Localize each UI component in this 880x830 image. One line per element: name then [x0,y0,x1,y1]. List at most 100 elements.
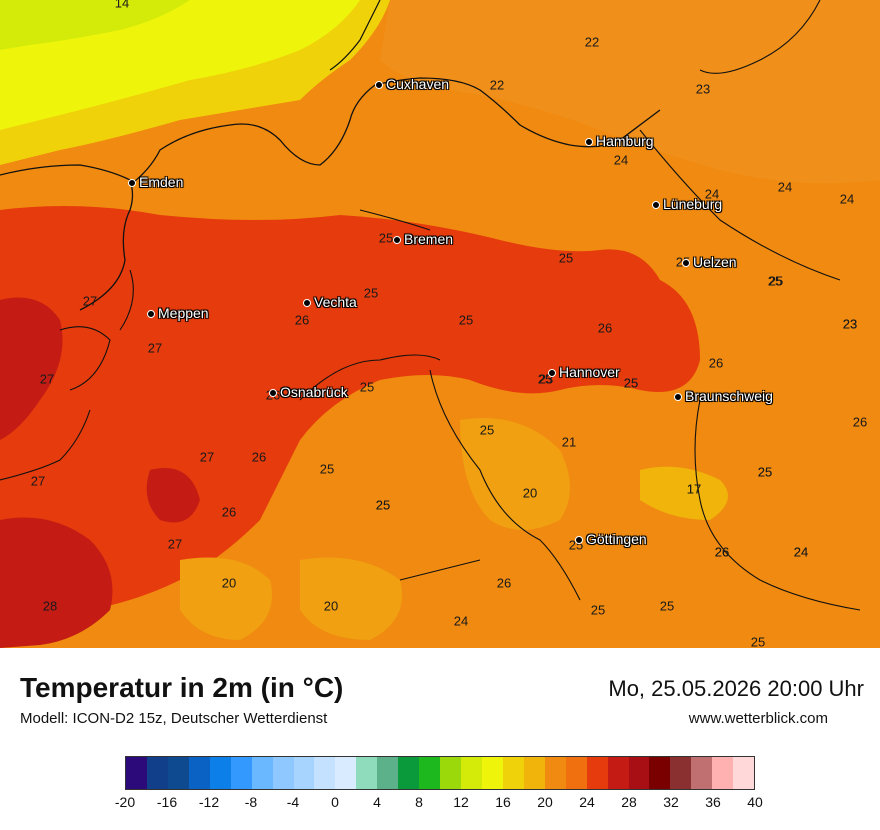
color-scale-tick-label: -16 [156,794,178,810]
color-scale-tick-label: -8 [244,794,258,810]
color-scale-tick-label: 12 [453,794,469,810]
temperature-value: 25 [558,250,574,266]
color-scale-segment [440,757,461,789]
city-dot [575,536,583,544]
color-scale-segment [126,757,147,789]
color-scale-tick-label: 40 [747,794,763,810]
city-label: Braunschweig [685,388,773,404]
color-scale-tick-label: 36 [705,794,721,810]
temperature-value: 27 [167,536,183,552]
temperature-value: 24 [793,544,809,560]
temperature-value: 26 [294,312,310,328]
temperature-value: 26 [708,355,724,371]
city-dot [682,259,690,267]
temperature-value: 17 [686,481,702,497]
temperature-value: 24 [793,544,809,560]
coastline-north [329,0,381,71]
temperature-value: 20 [323,598,339,614]
temperature-value: 24 [777,179,793,195]
field-dark-patch-3 [146,468,200,523]
color-scale-segment [377,757,399,789]
temperature-map: 14 17 22 22 23 24 24 24 24 27 27 25 25 26 25 25 26 23 26 27… [0,0,880,648]
color-scale-segment [712,757,734,789]
temperature-value: 26 [597,320,613,336]
color-scale-segment [607,757,629,789]
temperature-value: 26 [714,544,730,560]
field-dark-patch-1 [0,297,63,440]
temperature-value: 25 [590,602,606,618]
color-scale-segment [523,757,545,789]
temperature-value: 25 [319,461,335,477]
field-cool-south-2 [640,466,728,520]
color-scale-segment [502,757,524,789]
city-label: Bremen [404,231,454,247]
city-label: Hannover [559,364,620,380]
color-scale-tick-label: -12 [198,794,220,810]
color-scale-segment [649,757,671,789]
color-scale-segment [481,757,503,789]
temperature-value: 26 [852,414,868,430]
temperature-value: 25 [458,312,474,328]
color-scale-tick-label: -4 [286,794,300,810]
city-label: Meppen [158,305,209,321]
field-sea-lime [0,0,190,50]
temperature-value: 25 [359,379,375,395]
temperature-value: 25 [623,375,639,391]
color-scale-segment [398,757,420,789]
color-scale-segment [146,757,168,789]
temperature-value: 22 [489,77,505,93]
temperature-value: 26 [221,504,237,520]
color-scale-segment [314,757,336,789]
city-dot [585,138,593,146]
color-scale-segment [565,757,587,789]
color-scale-segment [544,757,566,789]
temperature-value: 26 [496,575,512,591]
temperature-value: 24 [453,613,469,629]
temperature-value: 20 [522,485,538,501]
field-cool-south-4 [180,557,272,640]
city-label: Osnabrück [280,384,348,400]
color-scale-tick-label: 16 [495,794,511,810]
city-dot [128,179,136,187]
temperature-value: 20 [221,575,237,591]
temperature-value: 25 [757,464,773,480]
color-scale-ticks: -20 -16 -12 -8 -4 0 4 8 12 16 20 24 28 32 36 40 [115,794,763,814]
field-ne-orange [380,0,880,184]
color-scale-tick-label: 24 [579,794,595,810]
color-scale-segment [356,757,378,789]
color-scale-segment [209,757,231,789]
city-dot [548,369,556,377]
color-scale-segment [188,757,210,789]
city-label: Vechta [314,294,357,310]
color-scale-tick-label: 0 [331,794,339,810]
temperature-value: 17 [686,481,702,497]
color-scale-segment [691,757,713,789]
temperature-value: 25 [767,273,783,289]
model-subtitle: Modell: ICON-D2 15z, Deutscher Wetterdie… [20,710,328,727]
temperature-value: 25 [768,273,784,289]
temperature-value: 14 [114,0,130,11]
field-hot-east [540,290,668,364]
city-label: Lüneburg [663,196,723,212]
city-dot [674,393,682,401]
field-cool-south-1 [460,418,570,530]
forecast-datetime: Mo, 25.05.2026 20:00 Uhr [608,676,864,701]
temperature-value: 25 [378,230,394,246]
temperature-value: 24 [839,191,855,207]
city-dot [393,236,401,244]
temperature-value: 27 [199,449,215,465]
color-scale-segment [628,757,650,789]
temperature-value: 24 [704,186,720,202]
temperature-value: 27 [147,340,163,356]
temperature-value: 25 [375,497,391,513]
color-scale-tick-label: 20 [537,794,553,810]
map-title: Temperatur in 2m (in °C) [20,672,344,703]
color-scale-segment [230,757,252,789]
city-label: Uelzen [693,254,737,270]
city-dot [375,81,383,89]
color-scale-tick-label: 32 [663,794,679,810]
temperature-value: 27 [82,293,98,309]
website-link[interactable]: www.wetterblick.com [688,710,828,727]
city-dot [303,299,311,307]
temperature-value: 25 [375,497,391,513]
